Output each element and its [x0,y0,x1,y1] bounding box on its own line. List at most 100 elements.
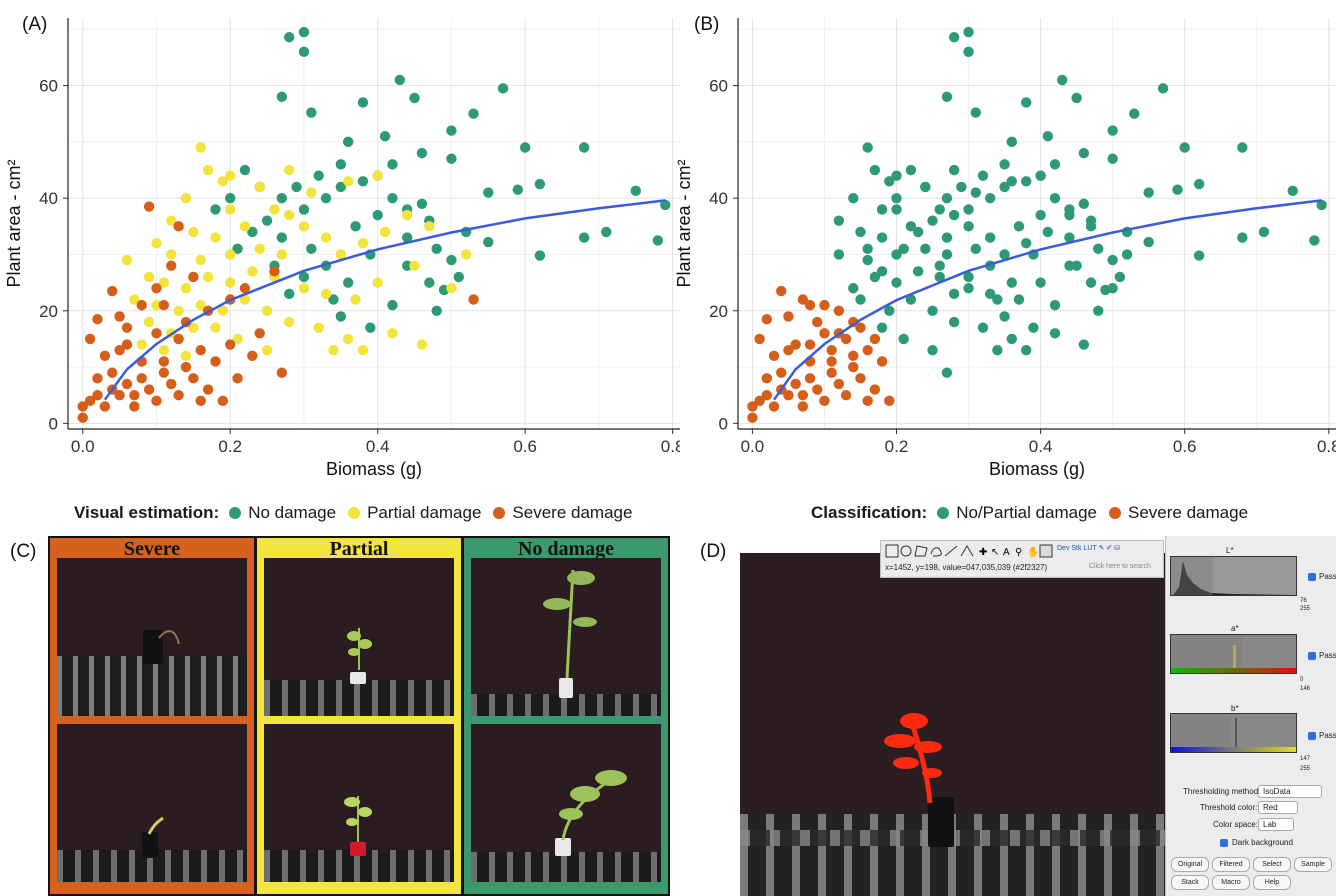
data-point [1064,260,1075,271]
data-point [143,201,155,212]
color-space-select[interactable]: Lab [1258,818,1294,831]
data-point [783,311,794,322]
data-point [114,390,125,401]
pass-checkbox-a[interactable]: Pass [1308,651,1336,660]
filtered-button[interactable]: Filtered [1212,857,1250,872]
data-point [884,395,895,407]
data-point [783,390,794,401]
threshold-color-select[interactable]: Red [1258,801,1298,814]
data-point [92,373,103,384]
data-point [136,299,147,311]
data-point [1071,92,1082,104]
data-point [840,333,852,345]
data-point [225,204,236,215]
data-point [862,142,873,153]
data-point [247,266,258,277]
x-tick-label: 0.0 [71,437,95,456]
x-axis-label: Biomass (g) [326,459,422,479]
data-point [284,164,295,176]
data-point [446,283,457,294]
data-point [848,361,859,373]
data-point [239,221,251,232]
data-point [225,277,236,288]
data-point [948,209,960,221]
y-tick-label: 0 [719,414,728,433]
x-tick-label: 0.4 [366,437,390,456]
data-point [848,192,859,204]
x-tick-label: 0.6 [1173,437,1197,456]
data-point [372,209,383,221]
data-point [812,384,823,395]
pass-checkbox-b[interactable]: Pass [1308,731,1336,740]
sample-button[interactable]: Sample [1294,857,1332,872]
data-point [848,350,859,362]
data-point [1057,74,1068,86]
search-field[interactable]: Click here to search [1089,563,1151,570]
help-button[interactable]: Help [1253,875,1291,890]
data-point [819,395,830,407]
data-point [941,367,953,378]
data-point [1078,198,1090,209]
data-point [261,344,273,356]
thresholding-method-select[interactable]: IsoData [1258,785,1322,798]
data-point [158,356,170,367]
legend-title: Visual estimation: [74,503,220,522]
data-point [424,221,435,232]
data-point [1309,235,1320,246]
data-point [891,204,902,215]
data-point [372,277,383,288]
x-tick-label: 0.8 [661,437,680,456]
data-point [941,192,953,204]
data-point [195,344,206,356]
data-point [313,170,324,181]
data-point [239,164,251,176]
svg-text:✚: ✚ [979,547,987,558]
data-point [660,199,671,211]
slider-value: 147 [1300,756,1311,762]
data-point [912,266,924,277]
select-button[interactable]: Select [1253,857,1291,872]
data-point [468,108,479,119]
data-point [232,243,243,255]
data-point [826,344,837,356]
red-threshold-plant [884,713,942,804]
data-point [884,176,895,187]
data-point [387,159,398,170]
data-point [335,249,347,260]
data-point [365,322,376,333]
series-severe-damage [747,285,895,423]
y-tick-label: 40 [709,189,728,208]
original-button[interactable]: Original [1171,857,1209,872]
pass-checkbox-l[interactable]: Pass [1308,572,1336,581]
data-point [409,92,420,104]
data-point [188,226,199,238]
data-point [1013,221,1025,232]
data-point [1042,131,1054,142]
data-point [927,344,938,356]
data-point [298,204,310,215]
data-point [416,147,428,159]
data-point [158,299,170,311]
macro-button[interactable]: Macro [1212,875,1250,890]
data-point [747,412,758,423]
data-point [869,164,881,176]
data-point [320,192,332,204]
data-point [1020,176,1032,187]
stack-button[interactable]: Stack [1171,875,1209,890]
data-point [335,311,347,322]
y-tick-label: 20 [709,302,728,321]
data-point [1287,185,1298,197]
data-point [217,305,229,316]
fit-curve [772,199,1322,401]
data-point [869,333,881,345]
data-point [977,322,989,333]
data-point [1078,147,1090,159]
series-no-partial-damage [833,26,1327,378]
hist-label-b: b* [1231,704,1239,713]
data-point [862,344,873,356]
legend-swatch-no-partial-damage [937,507,950,519]
data-point [202,384,214,395]
photo-column-severe: Severe [48,536,256,896]
data-point [284,31,295,43]
dark-background-checkbox[interactable]: Dark background [1220,838,1293,847]
